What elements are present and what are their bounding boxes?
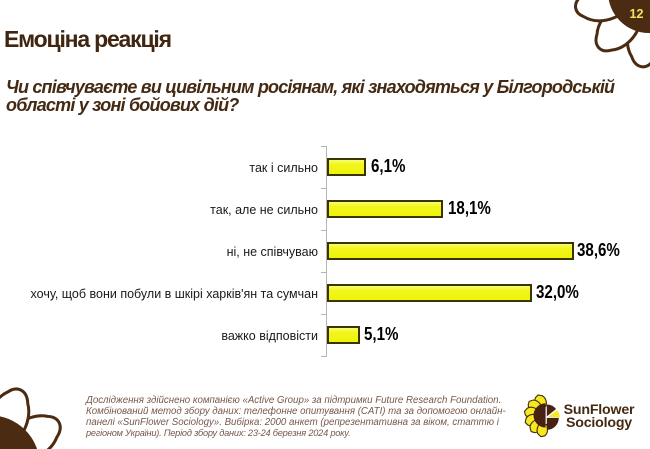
svg-text:12: 12: [630, 7, 644, 21]
